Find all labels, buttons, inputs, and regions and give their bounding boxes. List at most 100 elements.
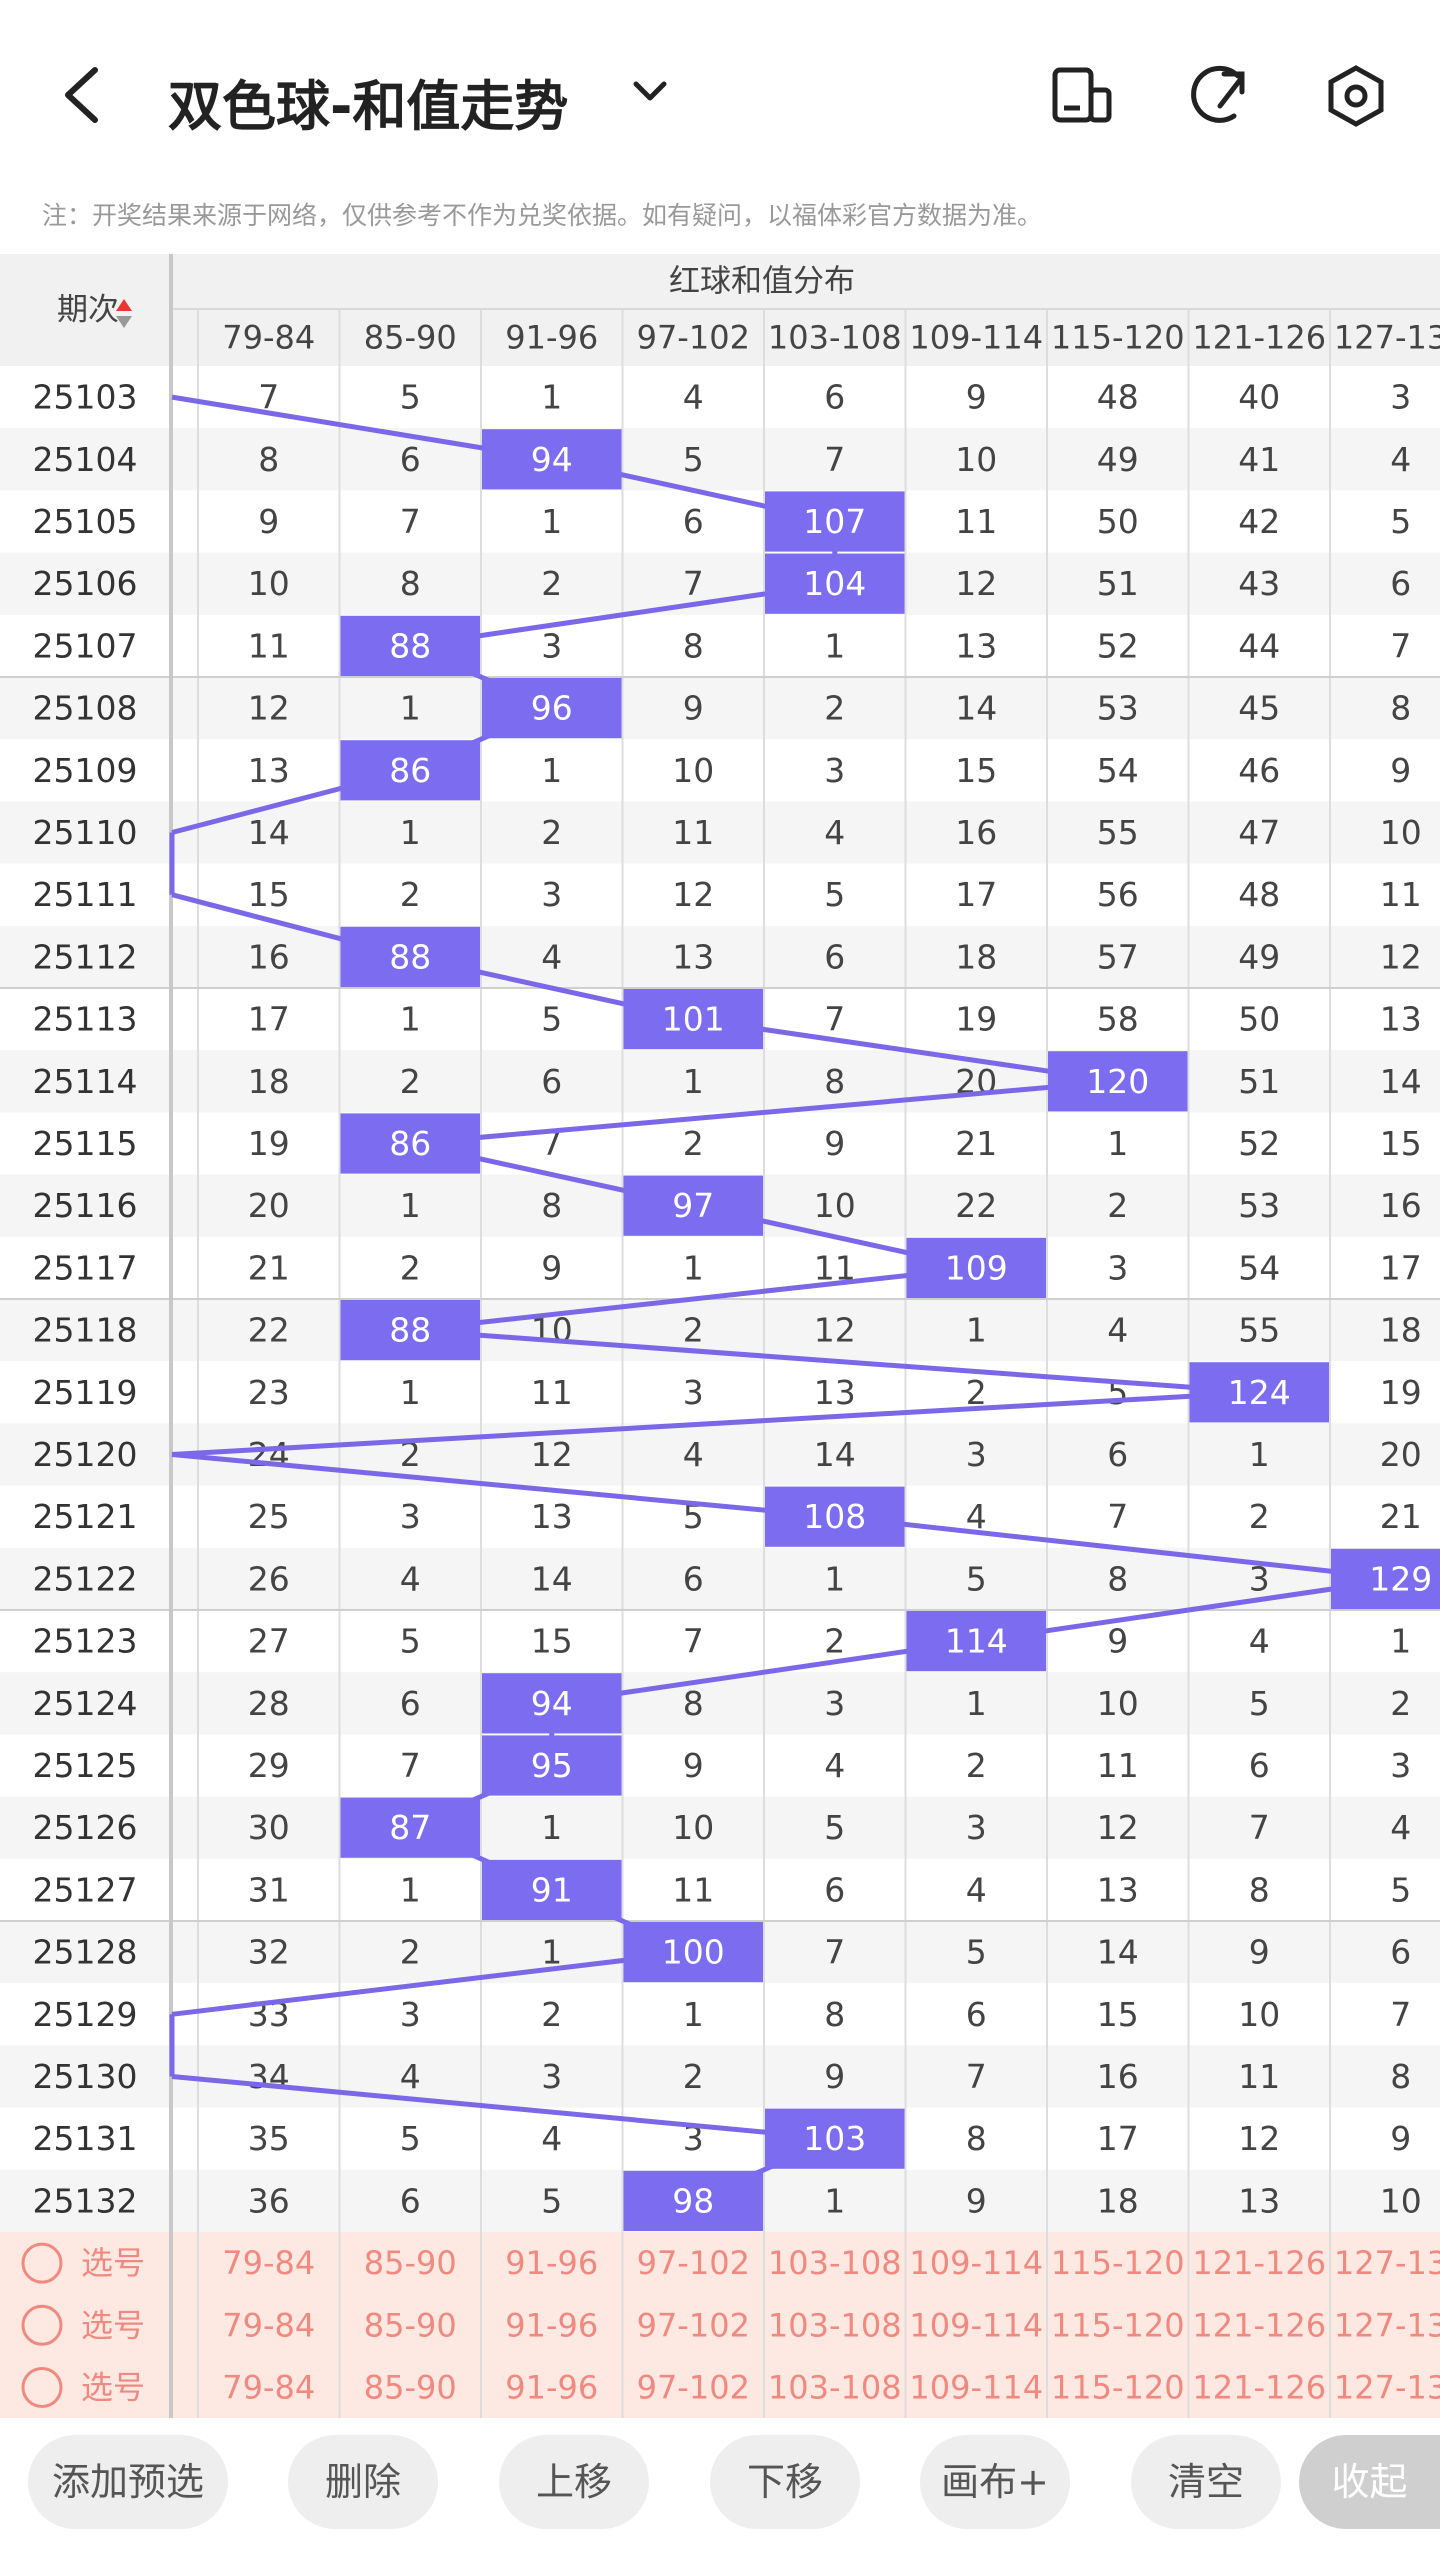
group-label: 红球和值分布 bbox=[669, 264, 855, 300]
column-header: 91-96 bbox=[505, 319, 598, 357]
column-header: 85-90 bbox=[364, 319, 457, 357]
cell-value: 10 bbox=[672, 1808, 714, 1847]
select-range[interactable]: 103-108 bbox=[768, 2306, 902, 2344]
hit-cell bbox=[623, 2170, 763, 2231]
select-radio[interactable] bbox=[21, 2367, 63, 2408]
hit-value: 96 bbox=[531, 689, 573, 728]
hit-value: 88 bbox=[389, 626, 431, 665]
cell-value: 5 bbox=[1107, 1373, 1128, 1412]
column-header: 103-108 bbox=[768, 319, 902, 357]
cell-value: 21 bbox=[1380, 1497, 1422, 1536]
cell-value: 3 bbox=[1390, 378, 1411, 417]
action-button[interactable]: 删除 bbox=[288, 2435, 438, 2529]
cell-value: 2 bbox=[824, 689, 845, 728]
select-range[interactable]: 109-114 bbox=[909, 2244, 1043, 2282]
select-radio[interactable] bbox=[21, 2242, 63, 2284]
select-range[interactable]: 115-120 bbox=[1051, 2306, 1185, 2344]
cell-value: 19 bbox=[955, 1000, 997, 1039]
select-range[interactable]: 97-102 bbox=[637, 2306, 750, 2344]
back-button[interactable] bbox=[65, 67, 98, 123]
cell-value: 4 bbox=[1390, 440, 1411, 479]
select-range[interactable]: 121-126 bbox=[1192, 2306, 1326, 2344]
cell-value: 2 bbox=[400, 1248, 421, 1287]
cell-value: 9 bbox=[683, 1746, 704, 1785]
action-button[interactable]: 上移 bbox=[499, 2435, 649, 2529]
cell-value: 10 bbox=[1097, 1684, 1139, 1723]
select-radio[interactable] bbox=[21, 2304, 63, 2346]
select-range[interactable]: 91-96 bbox=[505, 2244, 598, 2282]
select-range[interactable]: 127-132 bbox=[1334, 2306, 1440, 2344]
cell-value: 6 bbox=[1249, 1746, 1270, 1785]
cell-value: 2 bbox=[824, 1622, 845, 1661]
cell-value: 4 bbox=[1249, 1622, 1270, 1661]
action-button[interactable]: 画布+ bbox=[920, 2435, 1070, 2529]
cell-value: 1 bbox=[1249, 1435, 1270, 1474]
cell-value: 10 bbox=[672, 751, 714, 790]
hit-cell bbox=[623, 989, 763, 1050]
settings-icon[interactable] bbox=[1328, 65, 1384, 127]
share-icon[interactable] bbox=[1191, 65, 1245, 123]
cell-value: 22 bbox=[248, 1311, 290, 1350]
select-range[interactable]: 85-90 bbox=[364, 2244, 457, 2282]
cell-value: 17 bbox=[1380, 1248, 1422, 1287]
device-icon[interactable] bbox=[1052, 67, 1112, 123]
cell-value: 3 bbox=[683, 1373, 704, 1412]
cell-value: 11 bbox=[955, 502, 997, 541]
cell-value: 2 bbox=[400, 875, 421, 914]
select-range[interactable]: 91-96 bbox=[505, 2369, 598, 2407]
cell-value: 5 bbox=[1390, 1870, 1411, 1909]
select-range[interactable]: 127-132 bbox=[1334, 2244, 1440, 2282]
dropdown[interactable] bbox=[633, 81, 667, 101]
select-range[interactable]: 85-90 bbox=[364, 2306, 457, 2344]
hit-value: 120 bbox=[1086, 1062, 1149, 1101]
hit-cell bbox=[340, 740, 480, 801]
action-button[interactable]: 清空 bbox=[1131, 2435, 1281, 2529]
action-button[interactable]: 收起 bbox=[1299, 2435, 1440, 2529]
period: 25130 bbox=[33, 2057, 138, 2096]
select-range[interactable]: 109-114 bbox=[909, 2306, 1043, 2344]
row-bg bbox=[0, 925, 1440, 988]
cell-value: 17 bbox=[1097, 2119, 1139, 2158]
select-range[interactable]: 103-108 bbox=[768, 2244, 902, 2282]
hit-cell bbox=[340, 615, 480, 676]
cell-value: 10 bbox=[1238, 1995, 1280, 2034]
action-button[interactable]: 添加预选 bbox=[28, 2435, 228, 2529]
cell-value: 17 bbox=[248, 1000, 290, 1039]
select-range[interactable]: 115-120 bbox=[1051, 2369, 1185, 2407]
cell-value: 13 bbox=[814, 1373, 856, 1412]
cell-value: 3 bbox=[966, 1435, 987, 1474]
select-range[interactable]: 127-132 bbox=[1334, 2369, 1440, 2407]
cell-value: 5 bbox=[400, 1622, 421, 1661]
hit-cell bbox=[1189, 1362, 1329, 1423]
select-range[interactable]: 115-120 bbox=[1051, 2244, 1185, 2282]
select-range[interactable]: 79-84 bbox=[222, 2369, 315, 2407]
cell-value: 1 bbox=[966, 1311, 987, 1350]
hit-value: 95 bbox=[531, 1746, 573, 1785]
select-range[interactable]: 121-126 bbox=[1192, 2369, 1326, 2407]
cell-value: 10 bbox=[248, 564, 290, 603]
select-range[interactable]: 97-102 bbox=[637, 2244, 750, 2282]
hit-cell bbox=[623, 1175, 763, 1236]
hit-value: 87 bbox=[389, 1808, 431, 1847]
action-button[interactable]: 下移 bbox=[710, 2435, 860, 2529]
hit-cell bbox=[1048, 1051, 1188, 1112]
select-range[interactable]: 79-84 bbox=[222, 2244, 315, 2282]
select-range[interactable]: 103-108 bbox=[768, 2369, 902, 2407]
cell-value: 29 bbox=[248, 1746, 290, 1785]
period: 25122 bbox=[33, 1559, 138, 1598]
select-range[interactable]: 85-90 bbox=[364, 2369, 457, 2407]
cell-value: 7 bbox=[1249, 1808, 1270, 1847]
select-range[interactable]: 121-126 bbox=[1192, 2244, 1326, 2282]
period: 25132 bbox=[33, 2181, 138, 2220]
cell-value: 51 bbox=[1238, 1062, 1280, 1101]
select-range[interactable]: 97-102 bbox=[637, 2369, 750, 2407]
hit-value: 86 bbox=[389, 751, 431, 790]
select-range[interactable]: 91-96 bbox=[505, 2306, 598, 2344]
trend-line bbox=[834, 1514, 1402, 1582]
select-range[interactable]: 79-84 bbox=[222, 2306, 315, 2344]
select-range[interactable]: 109-114 bbox=[909, 2369, 1043, 2407]
sort-down bbox=[116, 316, 132, 328]
cell-value: 32 bbox=[248, 1933, 290, 1972]
